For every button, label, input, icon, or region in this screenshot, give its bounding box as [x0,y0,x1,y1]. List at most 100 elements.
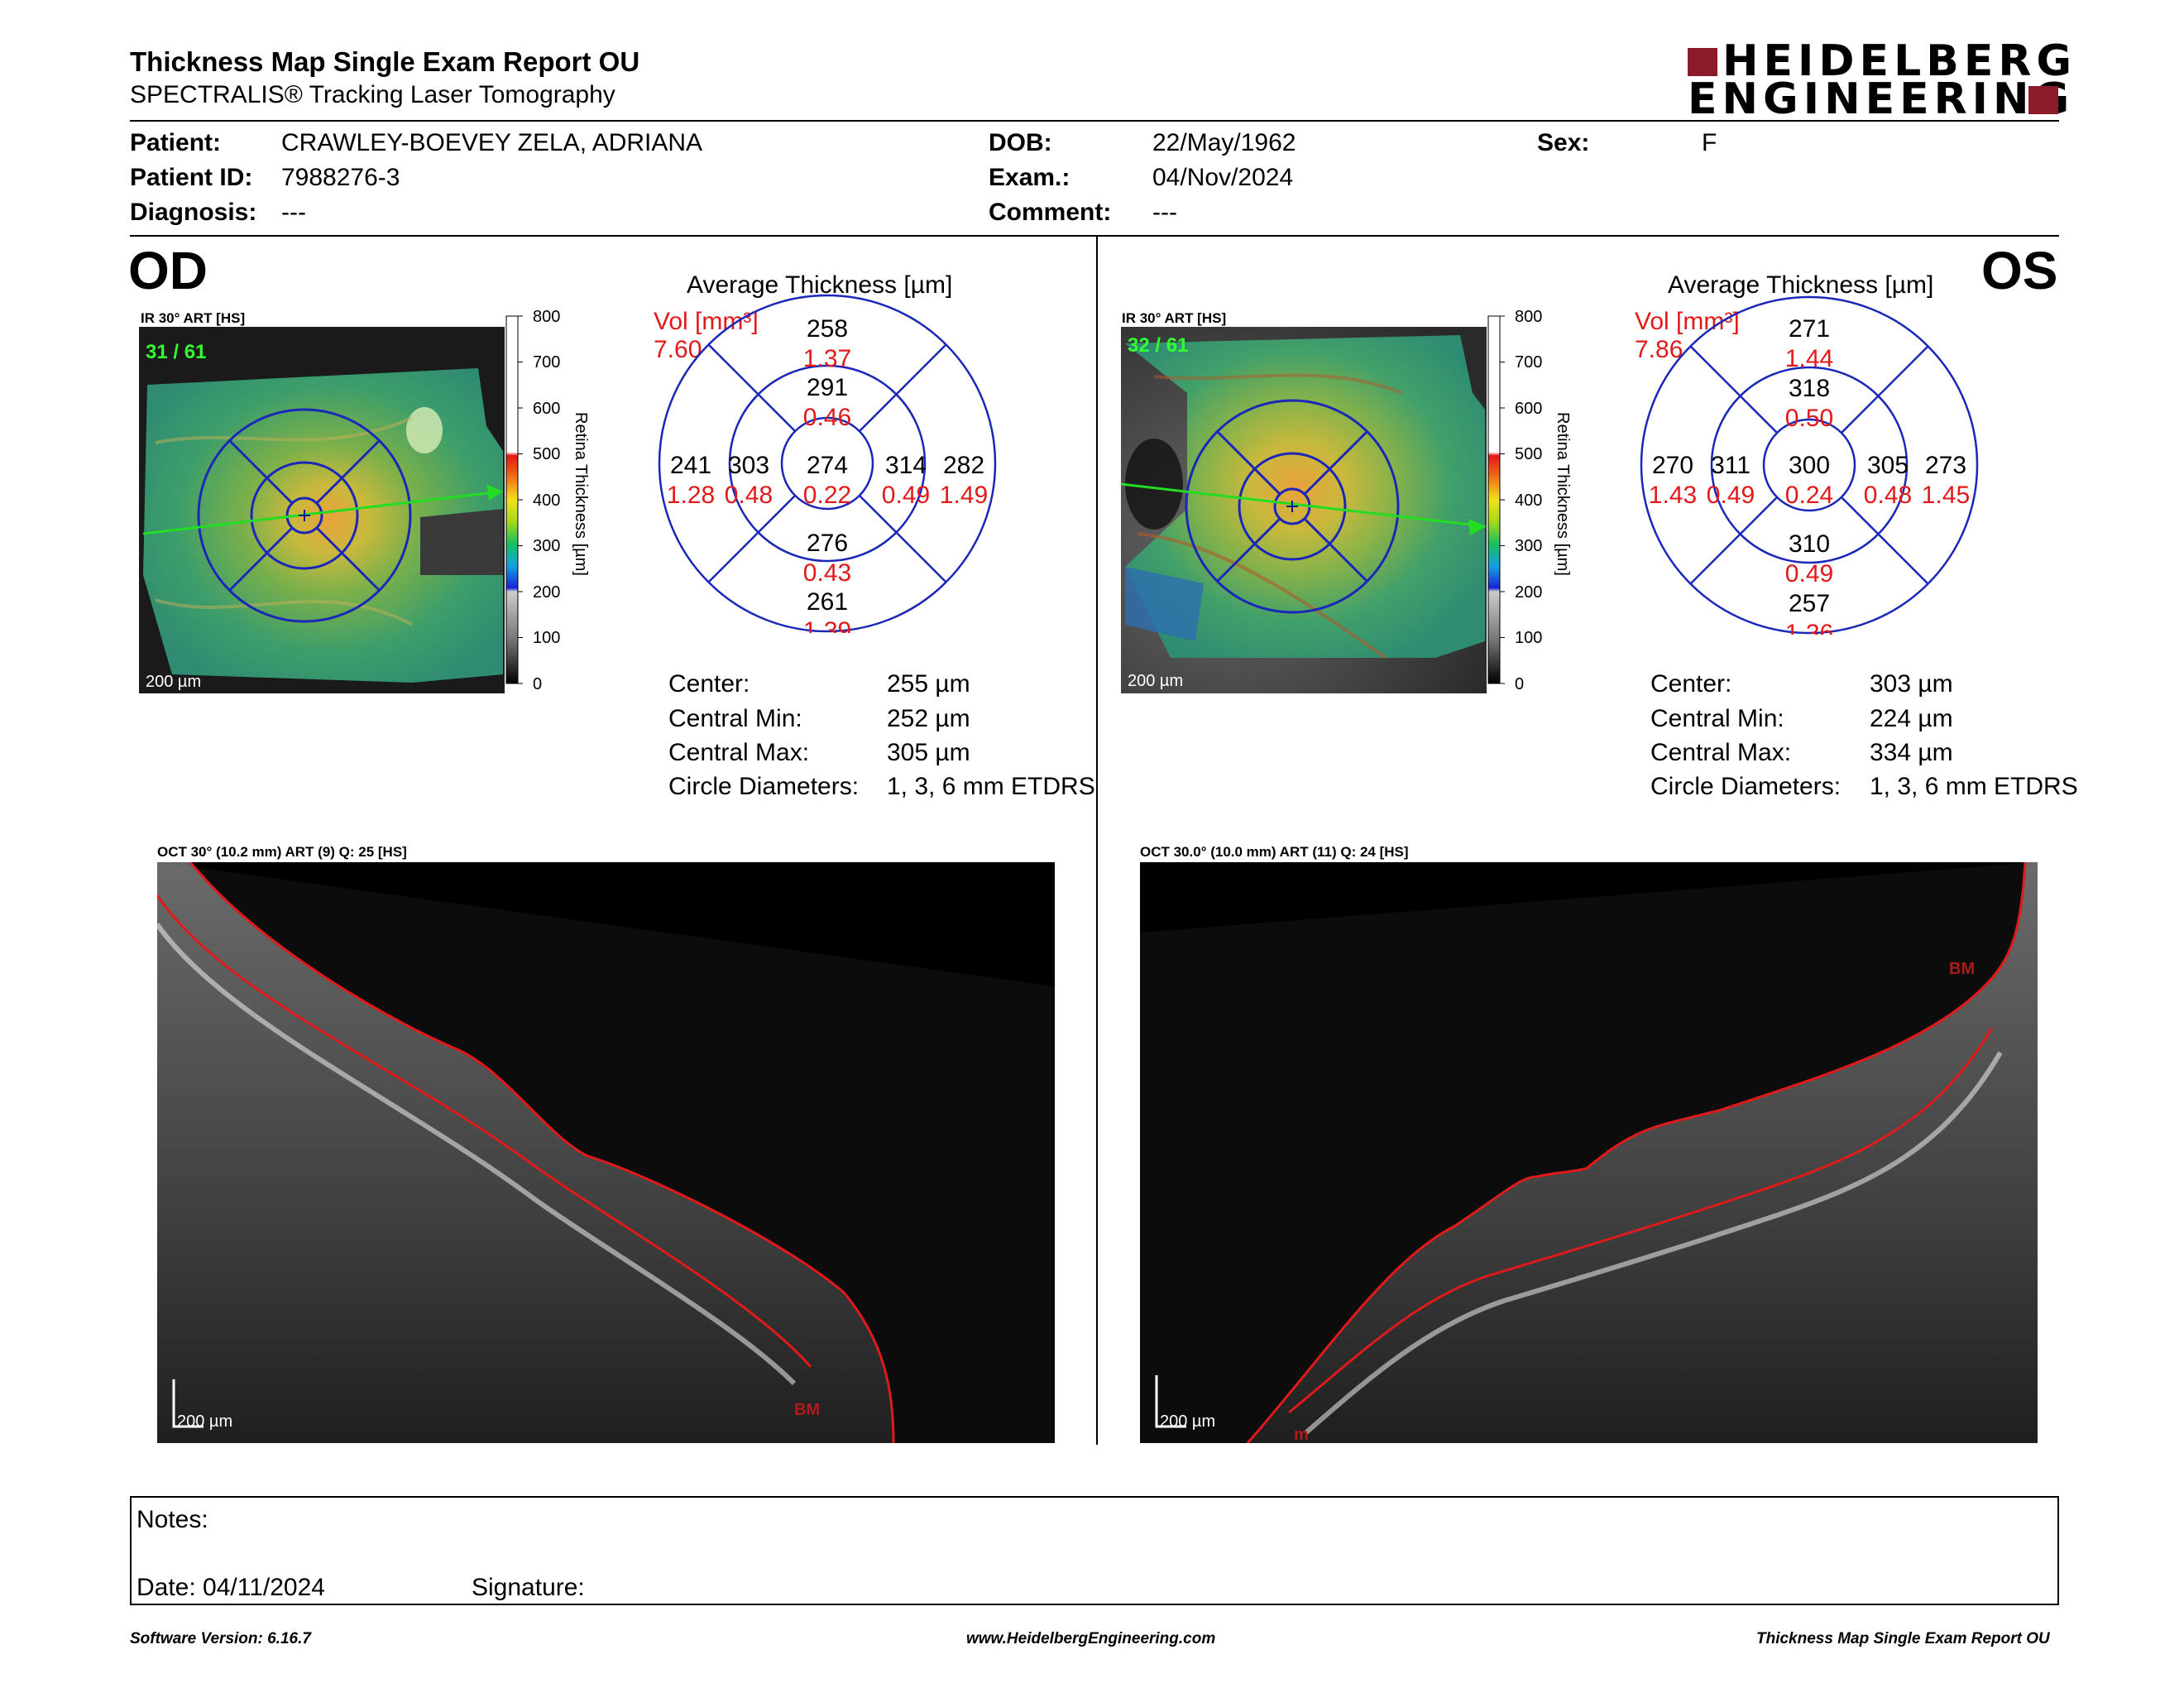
od-colorbar-tick: 0 [533,675,542,693]
os-outer-right-volume: 1.45 [1922,482,1970,509]
od-inner-left-volume: 0.48 [725,482,773,509]
od-fundus-scale: 200 µm [146,673,201,691]
os-colorbar-tick: 0 [1515,675,1524,693]
od-inner-superior-thickness: 291 [807,374,848,401]
od-outer-inferior-volume: 1.39 [803,617,851,633]
od-outer-left-volume: 1.28 [667,482,715,509]
os-vol-value: 7.86 [1635,336,1684,363]
os-outer-left-thickness: 270 [1652,452,1693,479]
os-inner-left-thickness: 311 [1711,452,1751,479]
od-colorbar-tick: 800 [533,308,560,326]
patient-value: CRAWLEY-BOEVEY ZELA, ADRIANA [281,129,703,156]
os-outer-superior-thickness: 271 [1789,315,1830,343]
patient-label: Patient: [130,129,222,156]
od-etdrs-grid: 258 1.37 291 0.46 274 0.22 276 0.43 261 … [658,294,997,633]
logo-text-line2: ENGINEERING [1688,74,2075,124]
od-colorbar-tick: 700 [533,353,560,372]
dob-label: DOB: [989,129,1052,156]
os-bm-label-bottom: m [1294,1426,1309,1443]
logo-text-line1: HEIDELBERG [1722,36,2077,86]
os-fundus-scale: 200 µm [1128,672,1183,690]
od-colorbar-tick: 600 [533,400,560,418]
signature-label: Signature: [472,1574,585,1601]
od-inner-right-volume: 0.49 [882,482,930,509]
od-outer-superior-volume: 1.37 [803,345,851,372]
os-inner-superior-thickness: 318 [1789,375,1830,402]
od-center-thickness: 274 [807,452,848,479]
notes-label: Notes: [136,1506,208,1533]
os-colorbar-tick: 600 [1515,400,1542,418]
os-outer-superior-volume: 1.44 [1785,345,1833,372]
os-colorbar-tick: 700 [1515,353,1542,372]
os-circle-diameters-label: Circle Diameters: [1650,773,1842,800]
od-colorbar: 800 700 600 500 400 300 200 100 0 Retina… [505,308,590,693]
os-colorbar: 800 700 600 500 400 300 200 100 0 Retina… [1487,308,1572,693]
od-inner-inferior-volume: 0.43 [803,559,851,587]
od-colorbar-tick: 100 [533,629,560,647]
os-center-volume: 0.24 [1785,482,1833,509]
website-link[interactable]: www.HeidelbergEngineering.com [966,1630,1216,1647]
diagnosis-label: Diagnosis: [130,199,257,226]
od-outer-left-thickness: 241 [670,452,711,479]
od-central-max-value: 305 µm [887,739,970,766]
os-colorbar-tick: 100 [1515,629,1542,647]
od-colorbar-tick: 400 [533,492,560,510]
date-label: Date: 04/11/2024 [136,1574,325,1601]
od-inner-inferior-thickness: 276 [807,530,848,557]
od-circle-diameters-label: Circle Diameters: [668,773,860,800]
od-colorbar-tick: 500 [533,445,560,463]
os-inner-superior-volume: 0.50 [1785,405,1833,432]
exam-value: 04/Nov/2024 [1152,164,1294,191]
os-colorbar-tick: 300 [1515,537,1542,555]
os-bm-label: BM [1949,960,1975,978]
os-inner-inferior-thickness: 310 [1789,530,1830,558]
os-oct-label: OCT 30.0° (10.0 mm) ART (11) Q: 24 [HS] [1140,844,1409,860]
os-thickness-map: 200 µm 32 / 61 [1121,327,1487,693]
os-inner-right-thickness: 305 [1867,452,1909,479]
od-frame-counter: 31 / 61 [146,341,206,363]
os-central-min-value: 224 µm [1870,705,1953,732]
od-outer-right-thickness: 282 [943,452,984,479]
os-oct-bscan: 200 µm BM m [1140,862,2038,1443]
software-version: Software Version: 6.16.7 [130,1630,311,1647]
od-outer-inferior-thickness: 261 [807,588,848,616]
comment-value: --- [1152,199,1177,226]
od-inner-superior-volume: 0.46 [803,404,851,431]
os-central-max-value: 334 µm [1870,739,1953,766]
od-circle-diameters-value: 1, 3, 6 mm ETDRS [887,773,1095,800]
logo-square-bottom [2028,86,2058,114]
os-frame-counter: 32 / 61 [1128,334,1188,357]
sex-value: F [1702,129,1717,156]
os-central-max-label: Central Max: [1650,739,1792,766]
od-inner-right-thickness: 314 [885,452,927,479]
od-colorbar-tick: 200 [533,583,560,602]
os-outer-inferior-volume: 1.36 [1785,620,1833,635]
os-colorbar-tick: 500 [1515,445,1542,463]
os-center-label: Center: [1650,670,1732,698]
os-inner-left-volume: 0.49 [1707,482,1755,509]
patient-id-value: 7988276-3 [281,164,400,191]
notes-box[interactable]: Notes: Date: 04/11/2024 Signature: [130,1496,2059,1605]
os-inner-inferior-volume: 0.49 [1785,560,1833,587]
logo-square-top [1688,48,1717,76]
od-central-min-label: Central Min: [668,705,802,732]
od-oct-label: OCT 30° (10.2 mm) ART (9) Q: 25 [HS] [157,844,407,860]
od-thickness-map: 200 µm 31 / 61 [139,327,505,693]
comment-label: Comment: [989,199,1112,226]
od-outer-superior-thickness: 258 [807,315,848,343]
od-oct-bscan: 200 µm BM [157,862,1055,1443]
od-center-volume: 0.22 [803,482,851,509]
os-ir-label: IR 30° ART [HS] [1122,310,1227,326]
report-subtitle: SPECTRALIS® Tracking Laser Tomography [130,81,615,108]
od-vol-value: 7.60 [654,336,702,363]
header-divider-top [130,120,2059,122]
od-colorbar-label: Retina Thickness [µm] [572,412,590,576]
os-inner-right-volume: 0.48 [1864,482,1912,509]
od-inner-left-thickness: 303 [728,452,769,479]
od-outer-right-volume: 1.49 [940,482,988,509]
os-etdrs-grid: 271 1.44 318 0.50 300 0.24 310 0.49 257 … [1640,295,1979,635]
os-oct-scale: 200 µm [1160,1412,1215,1431]
od-colorbar-tick: 300 [533,537,560,555]
header-divider-bottom [130,235,2059,237]
od-central-max-label: Central Max: [668,739,810,766]
